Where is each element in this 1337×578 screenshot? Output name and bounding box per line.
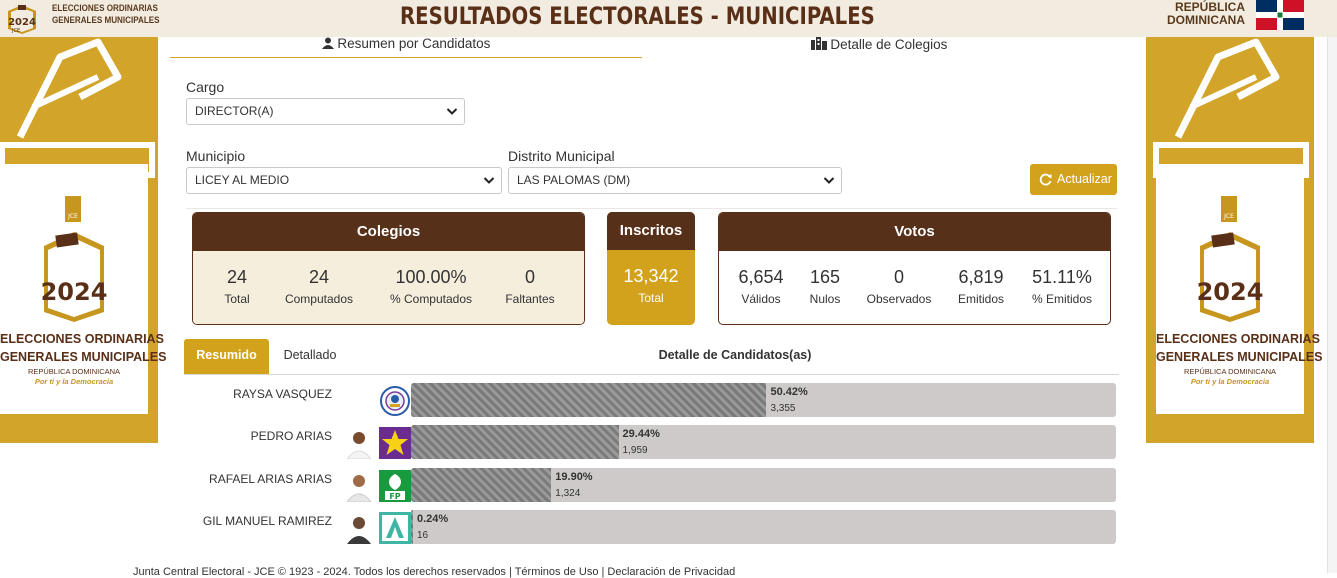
page-title: RESULTADOS ELECTORALES - MUNICIPALES — [400, 2, 875, 30]
page-scrollbar[interactable] — [1327, 37, 1337, 573]
building-icon — [810, 37, 827, 50]
colegios-faltantes: 0 Faltantes — [505, 267, 555, 306]
update-button[interactable]: Actualizar — [1030, 164, 1117, 195]
result-votes: 3,355 — [770, 403, 796, 414]
banner-country: REPÚBLICA DOMINICANA — [1183, 367, 1277, 376]
svg-text:JCE: JCE — [11, 28, 20, 34]
jce-2024-logo-icon: 2024 JCE — [8, 5, 36, 34]
result-bar: 19.90% 1,324 — [411, 468, 1116, 502]
chevron-down-icon — [483, 177, 495, 184]
svg-text:2024: 2024 — [41, 278, 108, 306]
top-header: 2024 JCE ELECCIONES ORDINARIAS GENERALES… — [0, 0, 1337, 37]
svg-text:2024: 2024 — [1197, 278, 1264, 306]
inscritos-box: Inscritos 13,342 Total — [607, 212, 695, 325]
tab-resumen-candidatos[interactable]: Resumen por Candidatos — [170, 37, 642, 58]
result-percentage: 50.42% — [770, 386, 808, 398]
result-percentage: 19.90% — [555, 471, 593, 483]
candidate-name: RAYSA VASQUEZ — [233, 387, 332, 401]
colegios-computados: 24 Computados — [284, 267, 354, 306]
dominican-flag-icon — [1256, 0, 1304, 30]
votos-box: Votos 6,654 Válidos 165 Nulos 0 Observad… — [718, 212, 1111, 325]
distrito-select[interactable]: LAS PALOMAS (DM) — [508, 167, 842, 194]
votos-validos: 6,654 Válidos — [738, 267, 784, 306]
candidate-row: PEDRO ARIAS 29.44% 1,959 — [184, 425, 1119, 461]
banner-title: ELECCIONES ORDINARIAS GENERALES MUNICIPA… — [1156, 332, 1323, 364]
letter-a-icon — [379, 512, 411, 544]
refresh-icon — [1039, 173, 1052, 186]
votos-title: Votos — [719, 213, 1110, 251]
svg-text:2024: 2024 — [8, 17, 36, 28]
tab-underline — [184, 374, 1119, 375]
right-banner: JCE 2024 ELECCIONES ORDINARIAS GENERALES… — [1146, 37, 1323, 443]
candidate-name: PEDRO ARIAS — [250, 429, 332, 443]
candidates-heading: Detalle de Candidatos(as) — [658, 348, 812, 362]
colegios-box: Colegios 24 Total 24 Computados 100.00% … — [192, 212, 585, 325]
pld-seal-icon — [380, 386, 410, 416]
result-bar: 50.42% 3,355 — [411, 383, 1116, 417]
result-bar-fill — [411, 383, 767, 417]
inscritos-total: 13,342 Total — [623, 266, 679, 305]
result-bar: 29.44% 1,959 — [411, 425, 1116, 459]
colegios-total: 24 Total — [224, 267, 250, 306]
jce-2024-emblem-icon: JCE 2024 — [1197, 196, 1264, 322]
star-icon — [379, 427, 411, 459]
municipio-select[interactable]: LICEY AL MEDIO — [186, 167, 502, 194]
svg-text:JCE: JCE — [1223, 213, 1234, 220]
result-votes: 1,324 — [555, 488, 581, 499]
result-percentage: 0.24% — [417, 513, 449, 525]
cargo-select[interactable]: DIRECTOR(A) — [186, 98, 465, 125]
left-banner: JCE 2024 ELECCIONES ORDINARIAS GENERALES… — [0, 37, 167, 443]
svg-text:FP: FP — [389, 492, 400, 501]
banner-slogan: Por ti y la Democracia — [1190, 377, 1270, 386]
result-bar-fill — [411, 425, 619, 459]
colegios-title: Colegios — [193, 213, 584, 251]
tab-detalle-colegios[interactable]: Detalle de Colegios — [642, 37, 1116, 58]
banner-slogan: Por ti y la Democracia — [34, 377, 114, 386]
tab-resumido[interactable]: Resumido — [184, 339, 269, 374]
result-bar-fill — [411, 468, 552, 502]
right-banner-card: JCE 2024 ELECCIONES ORDINARIAS GENERALES… — [1156, 164, 1323, 414]
result-votes: 16 — [417, 530, 429, 541]
footer-text: Junta Central Electoral - JCE © 1923 - 2… — [133, 566, 736, 578]
tab-detallado[interactable]: Detallado — [283, 348, 337, 362]
result-bar: 0.24% 16 — [411, 510, 1116, 544]
distrito-label: Distrito Municipal — [508, 148, 615, 164]
votos-nulos: 165 Nulos — [809, 267, 841, 306]
country-label: REPÚBLICA DOMINICANA — [1167, 0, 1245, 27]
candidate-photo — [343, 512, 375, 544]
candidate-row: RAFAEL ARIAS ARIAS FP 19.90% 1,324 — [184, 468, 1119, 504]
municipio-label: Municipio — [186, 148, 246, 164]
svg-text:JCE: JCE — [67, 213, 78, 220]
candidate-photo — [343, 470, 375, 502]
fp-leaf-icon: FP — [379, 470, 411, 502]
inscritos-title: Inscritos — [607, 212, 695, 250]
divider — [186, 208, 1117, 209]
jce-2024-emblem-icon: JCE 2024 — [41, 196, 108, 322]
result-votes: 1,959 — [622, 445, 648, 456]
header-logo-text: ELECCIONES ORDINARIAS GENERALES MUNICIPA… — [52, 3, 160, 26]
chevron-down-icon — [823, 177, 835, 184]
banner-country: REPÚBLICA DOMINICANA — [27, 367, 121, 376]
person-icon — [321, 37, 334, 49]
candidate-name: GIL MANUEL RAMIREZ — [202, 514, 332, 528]
result-percentage: 29.44% — [622, 428, 660, 440]
view-tabs: Resumen por Candidatos Detalle de Colegi… — [170, 37, 1116, 58]
candidate-name: RAFAEL ARIAS ARIAS — [209, 472, 332, 486]
votos-pct-emitidos: 51.11% % Emitidos — [1031, 267, 1093, 306]
banner-title: ELECCIONES ORDINARIAS GENERALES MUNICIPA… — [0, 332, 167, 364]
result-bar-fill — [411, 510, 413, 544]
candidate-row: GIL MANUEL RAMIREZ 0.24% 16 — [184, 510, 1119, 546]
votos-observados: 0 Observados — [866, 267, 932, 306]
candidate-row: RAYSA VASQUEZ 50.42% 3,355 — [184, 383, 1119, 419]
colegios-pct-computados: 100.00% % Computados — [389, 267, 473, 306]
cargo-label: Cargo — [186, 79, 225, 95]
chevron-down-icon — [446, 108, 458, 115]
candidate-photo — [343, 427, 375, 459]
left-banner-card: JCE 2024 ELECCIONES ORDINARIAS GENERALES… — [0, 164, 167, 414]
votos-emitidos: 6,819 Emitidos — [957, 267, 1004, 306]
